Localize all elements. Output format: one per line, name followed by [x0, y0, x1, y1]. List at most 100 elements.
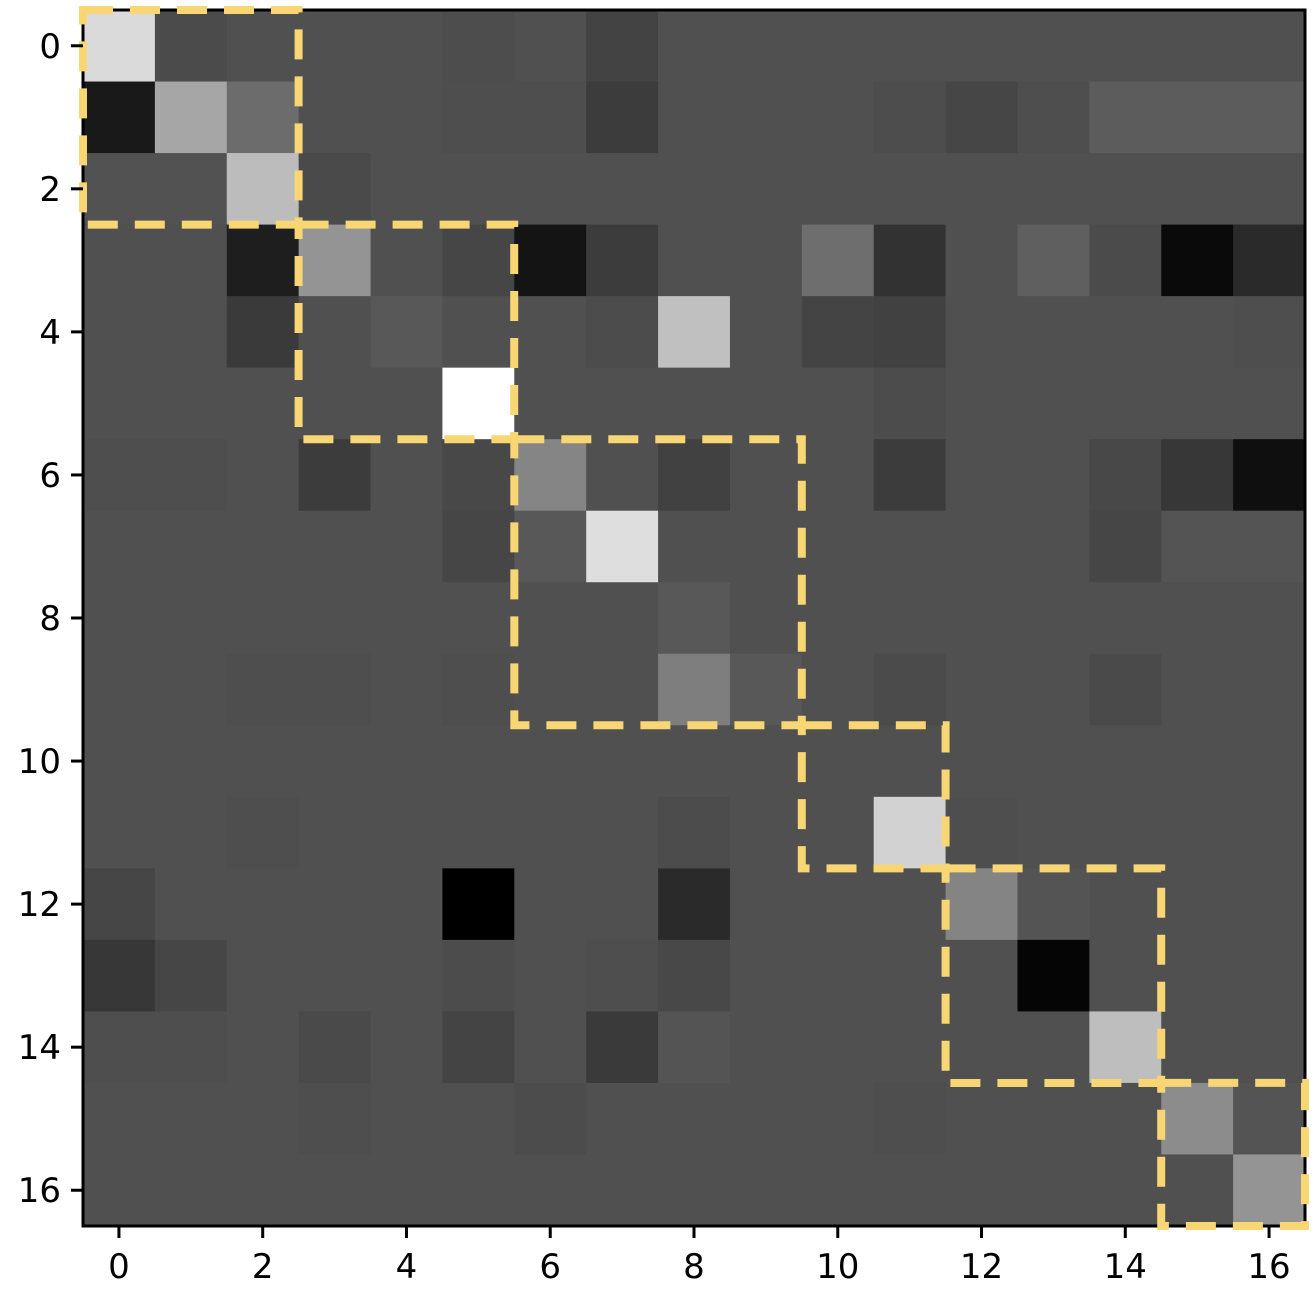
heatmap-cell-r7-c11: [873, 510, 947, 583]
dashed-block-box-5: [1157, 1078, 1309, 1231]
heatmap-cell-r10-c13: [1017, 725, 1090, 798]
heatmap-cell-r2-c14: [1089, 153, 1162, 226]
heatmap-cell-r16-c6: [514, 1154, 587, 1227]
heatmap-cell-r12-c1: [154, 868, 228, 941]
heatmap-cell-r15-c8: [658, 1082, 731, 1156]
heatmap-cell-r4-c10: [801, 296, 875, 369]
heatmap-cell-r9-c9: [729, 653, 803, 726]
heatmap-cell-r15-c10: [801, 1082, 875, 1156]
heatmap-cell-r11-c3: [298, 796, 372, 869]
heatmap-cell-r2-c1: [154, 153, 228, 226]
heatmap-cell-r9-c3: [298, 653, 372, 726]
heatmap-cell-r13-c14: [1089, 939, 1162, 1013]
heatmap-cell-r10-c7: [586, 725, 659, 798]
heatmap-cell-r9-c8: [658, 653, 731, 726]
heatmap-cell-r14-c14: [1089, 1011, 1162, 1084]
heatmap-cell-r14-c13: [1017, 1011, 1090, 1084]
heatmap-cell-r6-c3: [298, 439, 372, 512]
heatmap-cell-r6-c5: [442, 439, 515, 512]
y-tick-label-12: 12: [18, 885, 61, 925]
heatmap-cell-r1-c14: [1089, 81, 1162, 154]
heatmap-cell-r14-c1: [154, 1011, 228, 1084]
x-tick-label-8: 8: [683, 1247, 705, 1287]
heatmap-cell-r15-c7: [586, 1082, 659, 1156]
heatmap-cell-r6-c2: [226, 439, 300, 512]
heatmap-cell-r8-c8: [658, 582, 731, 655]
block-annotations: [79, 6, 1309, 1231]
heatmap-cell-r5-c2: [226, 367, 300, 440]
heatmap-cell-r11-c1: [154, 796, 228, 869]
heatmap-cell-r14-c0: [83, 1011, 156, 1084]
heatmap-cell-r1-c3: [298, 81, 372, 154]
heatmap-cell-r12-c9: [729, 868, 803, 941]
heatmap-cell-r10-c6: [514, 725, 587, 798]
heatmap-cell-r7-c15: [1161, 510, 1234, 583]
heatmap-cell-r11-c8: [658, 796, 731, 869]
heatmap-cell-r5-c10: [801, 367, 875, 440]
heatmap-cell-r16-c5: [442, 1154, 515, 1227]
heatmap-cell-r2-c9: [729, 153, 803, 226]
heatmap-cell-r3-c5: [442, 224, 515, 297]
heatmap-cell-r2-c8: [658, 153, 731, 226]
y-tick-label-4: 4: [39, 313, 61, 353]
heatmap-cell-r7-c1: [154, 510, 228, 583]
heatmap-cell-r4-c13: [1017, 296, 1090, 369]
dashed-block-box-3: [797, 721, 950, 873]
heatmap-cell-r3-c10: [801, 224, 875, 297]
heatmap-cell-r7-c6: [514, 510, 587, 583]
heatmap-cell-r0-c14: [1089, 10, 1162, 83]
heatmap-cell-r11-c7: [586, 796, 659, 869]
heatmap-cell-r14-c3: [298, 1011, 372, 1084]
heatmap-cell-r0-c4: [370, 10, 444, 83]
heatmap-cell-r5-c15: [1161, 367, 1234, 440]
heatmap-cell-r8-c16: [1233, 582, 1306, 655]
heatmap-cell-r2-c15: [1161, 153, 1234, 226]
heatmap-cell-r11-c13: [1017, 796, 1090, 869]
heatmap-cell-r7-c12: [945, 510, 1019, 583]
heatmap-cell-r1-c6: [514, 81, 587, 154]
heatmap-cell-r9-c2: [226, 653, 300, 726]
heatmap-cell-r12-c16: [1233, 868, 1306, 941]
heatmap-cell-r3-c14: [1089, 224, 1162, 297]
heatmap-cell-r14-c11: [873, 1011, 947, 1084]
heatmap-cell-r2-c4: [370, 153, 444, 226]
heatmap-cell-r14-c6: [514, 1011, 587, 1084]
heatmap-cells: [83, 10, 1306, 1227]
heatmap-cell-r12-c2: [226, 868, 300, 941]
heatmap-cell-r9-c10: [801, 653, 875, 726]
heatmap-cell-r3-c11: [873, 224, 947, 297]
heatmap-cell-r10-c2: [226, 725, 300, 798]
heatmap-cell-r4-c14: [1089, 296, 1162, 369]
heatmap-cell-r7-c14: [1089, 510, 1162, 583]
heatmap-cell-r13-c13: [1017, 939, 1090, 1013]
heatmap-cell-r1-c12: [945, 81, 1019, 154]
heatmap-cell-r13-c12: [945, 939, 1019, 1013]
heatmap-cell-r14-c12: [945, 1011, 1019, 1084]
heatmap-cell-r9-c13: [1017, 653, 1090, 726]
heatmap-cell-r12-c5: [442, 868, 515, 941]
heatmap-cell-r8-c15: [1161, 582, 1234, 655]
heatmap-cell-r0-c5: [442, 10, 515, 83]
y-tick-label-6: 6: [39, 456, 61, 496]
heatmap-cell-r7-c4: [370, 510, 444, 583]
heatmap-cell-r14-c4: [370, 1011, 444, 1084]
heatmap-cell-r10-c12: [945, 725, 1019, 798]
heatmap-cell-r0-c15: [1161, 10, 1234, 83]
heatmap-cell-r7-c3: [298, 510, 372, 583]
heatmap-cell-r13-c15: [1161, 939, 1234, 1013]
y-tick-label-16: 16: [18, 1171, 61, 1211]
x-tick-label-2: 2: [252, 1247, 274, 1287]
heatmap-cell-r12-c3: [298, 868, 372, 941]
heatmap-cell-r13-c8: [658, 939, 731, 1013]
heatmap-cell-r4-c7: [586, 296, 659, 369]
heatmap-cell-r14-c7: [586, 1011, 659, 1084]
heatmap-cell-r4-c8: [658, 296, 731, 369]
heatmap-cell-r2-c11: [873, 153, 947, 226]
heatmap-cell-r1-c11: [873, 81, 947, 154]
heatmap-cell-r5-c16: [1233, 367, 1306, 440]
heatmap-cell-r16-c1: [154, 1154, 228, 1227]
heatmap-cell-r5-c11: [873, 367, 947, 440]
heatmap-cell-r12-c14: [1089, 868, 1162, 941]
y-tick-label-10: 10: [18, 742, 61, 782]
